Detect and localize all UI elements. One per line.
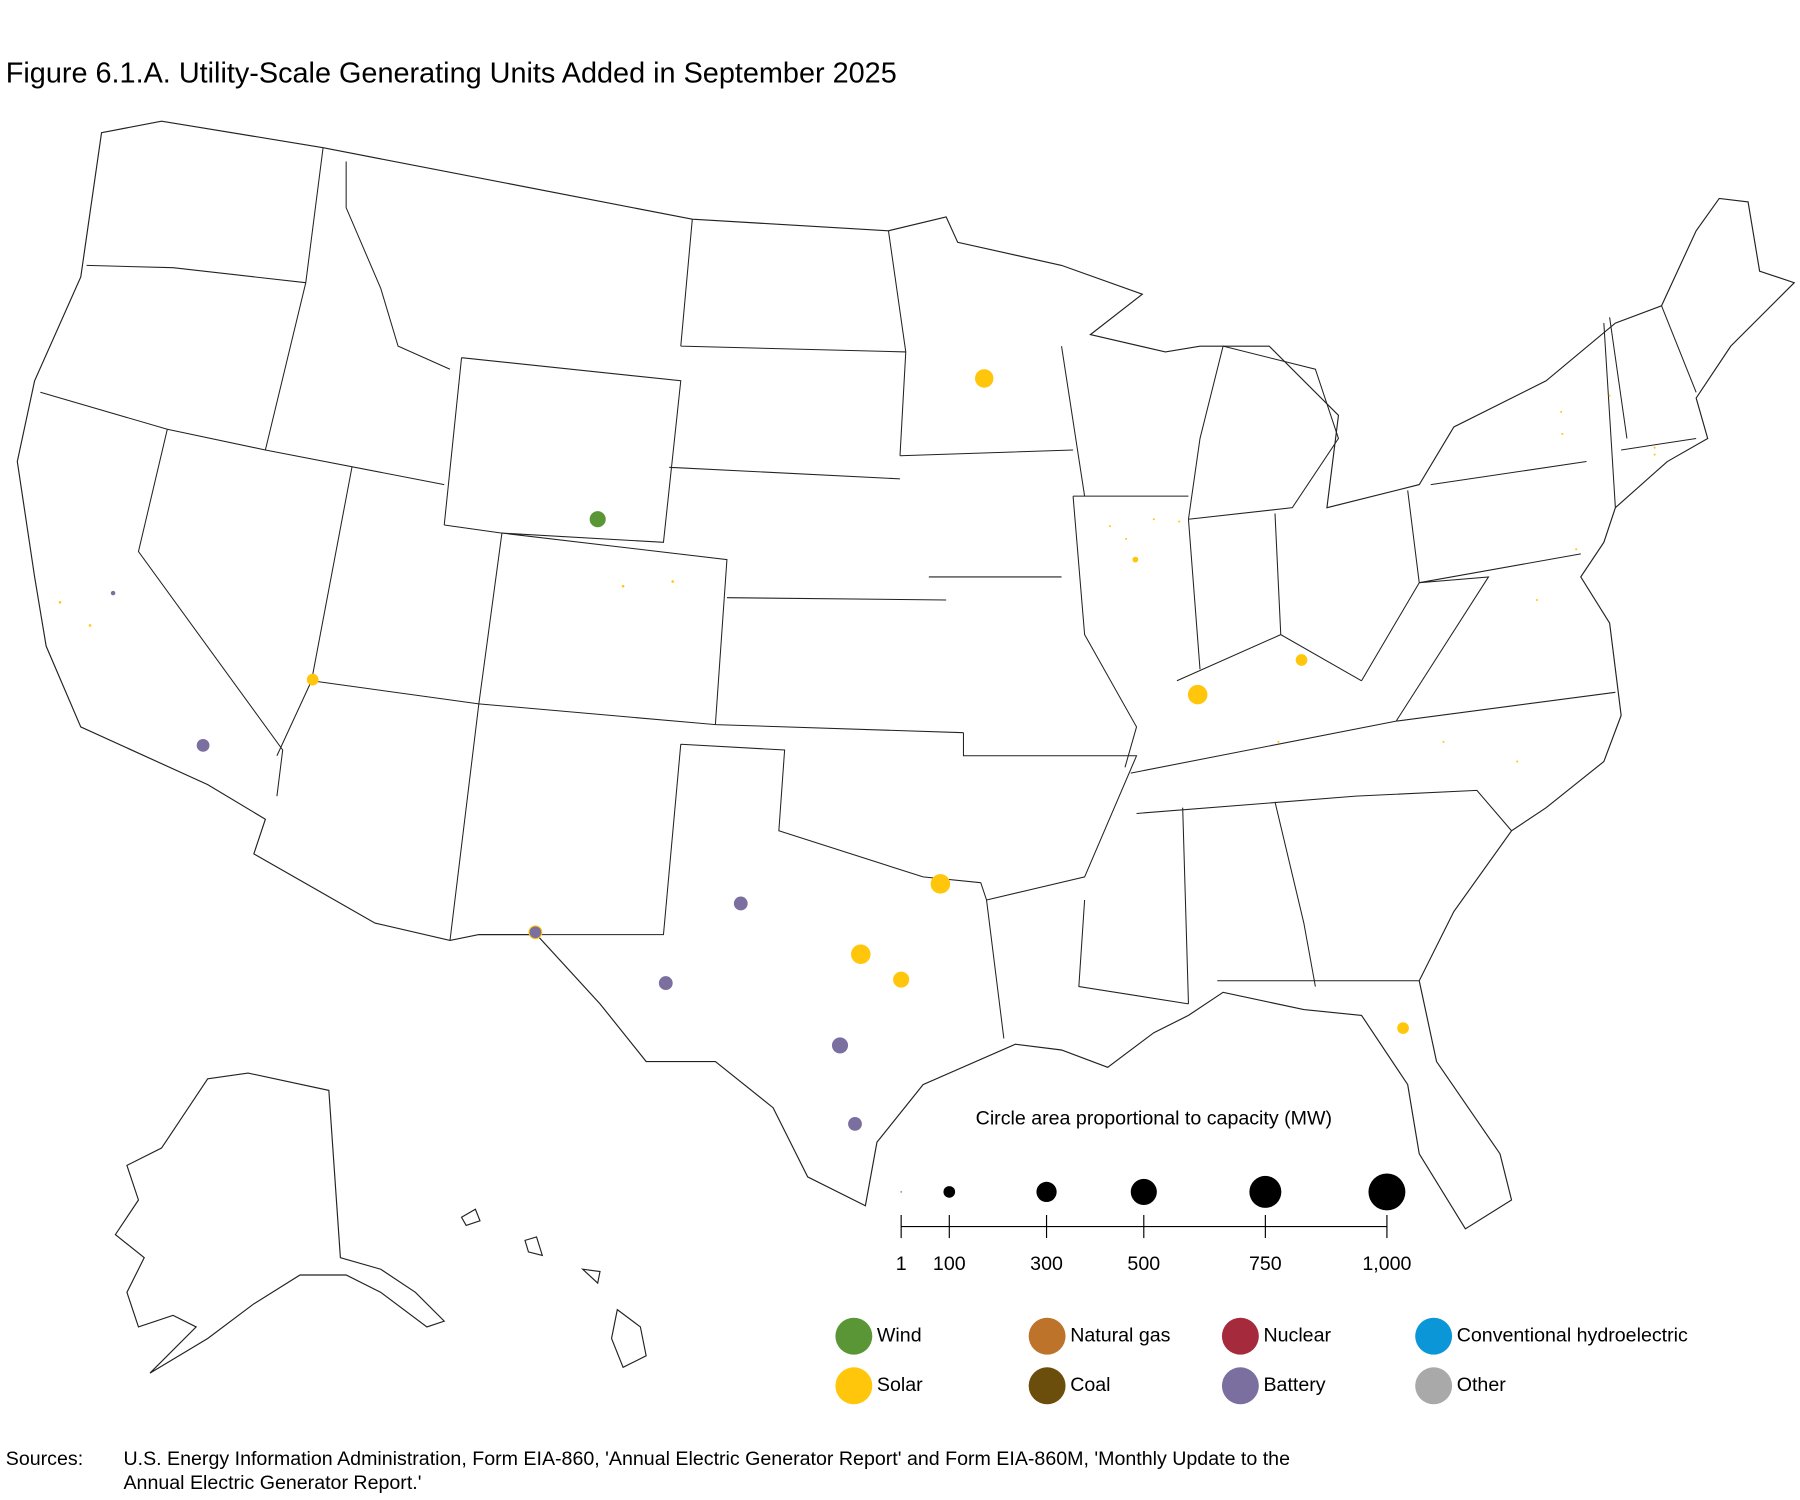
plant-bubble — [848, 1116, 862, 1131]
legend-label: Nuclear — [1263, 1324, 1331, 1346]
size-legend-label: 100 — [933, 1253, 966, 1275]
size-legend-circle — [1368, 1173, 1406, 1211]
plant-bubble — [1608, 394, 1611, 397]
plant-bubble — [658, 976, 673, 990]
plant-bubble — [975, 369, 994, 388]
legend-swatch — [1415, 1317, 1453, 1355]
plant-bubble — [621, 584, 625, 588]
contiguous-us — [16, 120, 1796, 1230]
hawaii — [460, 1208, 647, 1369]
sources-label: Sources: — [6, 1448, 83, 1470]
plant-bubble — [1277, 740, 1280, 743]
plant-bubble — [851, 944, 871, 964]
sources-line: U.S. Energy Information Administration, … — [123, 1448, 1290, 1470]
plant-bubble — [1653, 446, 1656, 449]
legend-swatch — [1028, 1317, 1066, 1355]
legend-swatch — [1221, 1367, 1259, 1405]
plant-bubble — [930, 874, 951, 894]
legend-swatch — [1221, 1317, 1259, 1355]
plant-bubble — [110, 590, 116, 596]
size-legend-circle — [1249, 1175, 1282, 1208]
size-legend-label: 300 — [1030, 1253, 1063, 1275]
legend-label: Solar — [877, 1374, 923, 1396]
size-legend-circle — [943, 1186, 956, 1198]
state-borders — [40, 147, 1697, 1039]
legend-label: Coal — [1070, 1374, 1110, 1396]
plant-bubble — [1653, 453, 1656, 456]
plant-bubble — [893, 971, 910, 988]
plant-bubble — [1575, 548, 1578, 551]
size-legend-title: Circle area proportional to capacity (MW… — [976, 1107, 1332, 1129]
legend-swatch — [835, 1317, 873, 1355]
plant-bubble — [1516, 760, 1519, 763]
plant-bubble — [1442, 740, 1445, 743]
base-map — [16, 120, 1796, 1374]
plant-bubble — [1397, 1022, 1409, 1034]
plant-bubble — [589, 511, 606, 528]
figure-title: Figure 6.1.A. Utility-Scale Generating U… — [6, 58, 897, 90]
legend-label: Conventional hydroelectric — [1457, 1324, 1688, 1346]
sources-line: Annual Electric Generator Report.' — [123, 1472, 421, 1494]
alaska — [114, 1072, 446, 1374]
plant-bubble — [671, 580, 674, 583]
plant-bubble — [1560, 410, 1563, 413]
plant-bubble — [1178, 520, 1181, 523]
legend-label: Wind — [877, 1324, 922, 1346]
legend-swatch — [1415, 1367, 1453, 1405]
legend-swatch — [1028, 1367, 1066, 1405]
size-legend-circle — [900, 1191, 902, 1193]
legend-label: Natural gas — [1070, 1324, 1170, 1346]
size-legend-label: 500 — [1127, 1253, 1160, 1275]
plant-bubble — [831, 1037, 849, 1054]
size-legend-circle — [1130, 1178, 1157, 1205]
legend-label: Battery — [1263, 1374, 1325, 1396]
plant-bubble — [1561, 432, 1564, 435]
size-legend-label: 1 — [896, 1253, 907, 1275]
plant-bubble — [733, 896, 748, 911]
plant-bubble — [196, 738, 210, 752]
size-legend-label: 750 — [1249, 1253, 1282, 1275]
legend-label: Other — [1457, 1374, 1507, 1396]
plant-bubble — [306, 673, 319, 686]
plant-bubble — [529, 926, 542, 939]
plant-bubble — [1295, 654, 1308, 666]
plant-bubble — [1187, 684, 1208, 705]
plant-bubble — [1132, 556, 1139, 563]
plant-bubble — [1108, 525, 1112, 528]
size-legend-circle — [1036, 1181, 1057, 1203]
plant-bubble — [1152, 518, 1155, 521]
plant-bubble — [58, 601, 62, 604]
plant-bubble — [88, 624, 92, 627]
legend-swatch — [835, 1367, 873, 1405]
plant-bubble — [1535, 598, 1538, 602]
size-legend-label: 1,000 — [1362, 1253, 1411, 1275]
plant-bubble — [1125, 537, 1128, 540]
